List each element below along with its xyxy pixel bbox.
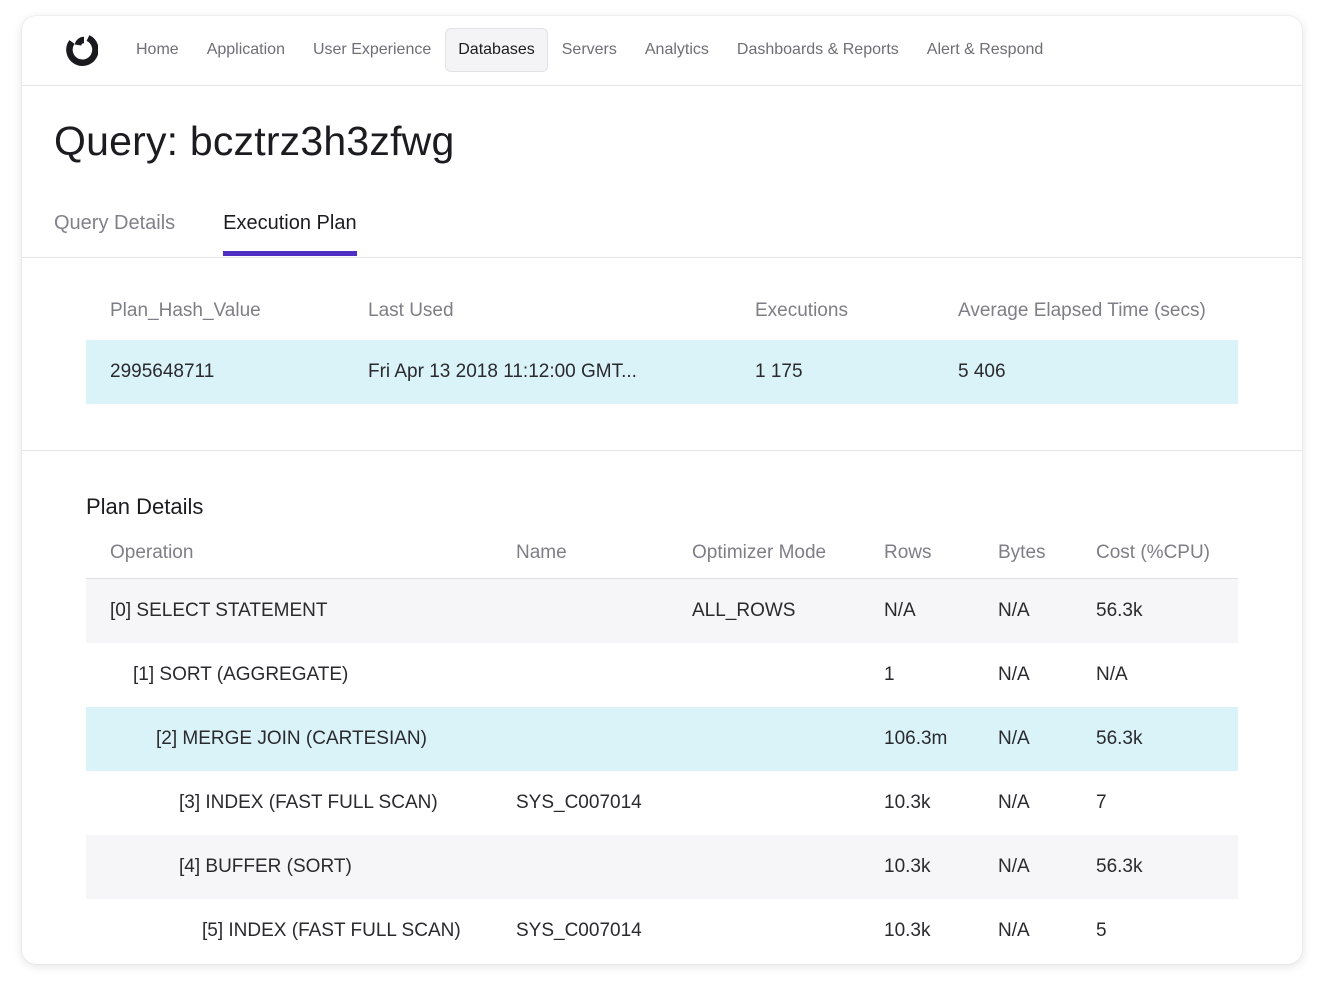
operation-cell: [5] INDEX (FAST FULL SCAN) [202, 920, 461, 941]
header-cost-cpu[interactable]: Cost (%CPU) [1096, 542, 1211, 563]
table-row[interactable]: [1] SORT (AGGREGATE) 1 N/A N/A [86, 643, 1238, 707]
operation-cell: [3] INDEX (FAST FULL SCAN) [179, 792, 438, 813]
name-cell: SYS_C007014 [516, 792, 642, 813]
page-title: Query: bcztrz3h3zfwg [54, 118, 455, 164]
header-plan-hash-value[interactable]: Plan_Hash_Value [110, 300, 261, 321]
table-row[interactable]: [4] BUFFER (SORT) 10.3k N/A 56.3k [86, 835, 1238, 899]
table-row[interactable]: [5] INDEX (FAST FULL SCAN) SYS_C007014 10.… [86, 899, 1238, 963]
plan-details-body: [0] SELECT STATEMENT ALL_ROWS N/A N/A 56.3k[… [86, 579, 1238, 963]
header-operation[interactable]: Operation [110, 542, 194, 563]
rows-cell: 10.3k [884, 792, 931, 813]
table-row[interactable]: [0] SELECT STATEMENT ALL_ROWS N/A N/A 56.3k [86, 579, 1238, 643]
plan-hash-value: 2995648711 [110, 361, 215, 382]
summary-header-row: Plan_Hash_Value Last Used Executions Ave… [86, 282, 1238, 340]
nav-item-databases[interactable]: Databases [445, 28, 548, 72]
summary-row[interactable]: 2995648711 Fri Apr 13 2018 11:12:00 GMT.… [86, 340, 1238, 404]
rows-cell: 10.3k [884, 856, 931, 877]
nav-item-user-experience[interactable]: User Experience [312, 41, 432, 58]
header-name[interactable]: Name [516, 542, 567, 563]
name-cell: SYS_C007014 [516, 920, 642, 941]
plan-details-header-row: Operation Name Optimizer Mode Rows Bytes… [86, 522, 1238, 579]
nav-item-home[interactable]: Home [136, 41, 179, 58]
tabs-divider [22, 257, 1302, 258]
optimizer-mode-cell: ALL_ROWS [692, 600, 796, 621]
rows-cell: 1 [884, 664, 895, 685]
rows-cell: 106.3m [884, 728, 948, 749]
operation-cell: [2] MERGE JOIN (CARTESIAN) [156, 728, 427, 749]
header-last-used[interactable]: Last Used [368, 300, 454, 321]
rows-cell: N/A [884, 600, 916, 621]
cost-cell: 5 [1096, 920, 1107, 941]
header-rows[interactable]: Rows [884, 542, 932, 563]
cost-cell: 56.3k [1096, 600, 1143, 621]
tab-execution-plan[interactable]: Execution Plan [223, 206, 358, 256]
executions-value: 1 175 [755, 361, 803, 382]
average-elapsed-time-value: 5 406 [958, 361, 1006, 382]
nav-item-application[interactable]: Application [206, 41, 285, 58]
top-navigation: Home Application User Experience Databases S… [22, 16, 1302, 86]
bytes-cell: N/A [998, 792, 1030, 813]
cost-cell: N/A [1096, 664, 1128, 685]
header-optimizer-mode[interactable]: Optimizer Mode [692, 542, 827, 563]
nav-menu: Home Application User Experience Databases S… [122, 28, 1057, 72]
operation-cell: [1] SORT (AGGREGATE) [133, 664, 349, 685]
plan-details-title: Plan Details [86, 494, 204, 519]
plan-details-table: Operation Name Optimizer Mode Rows Bytes… [86, 522, 1238, 963]
cost-cell: 7 [1096, 792, 1107, 813]
table-row[interactable]: [2] MERGE JOIN (CARTESIAN) 106.3m N/A 56.3k [86, 707, 1238, 771]
cost-cell: 56.3k [1096, 856, 1143, 877]
brand-logo-icon[interactable] [64, 32, 99, 68]
bytes-cell: N/A [998, 920, 1030, 941]
cost-cell: 56.3k [1096, 728, 1143, 749]
nav-item-alert-respond[interactable]: Alert & Respond [926, 41, 1044, 58]
bytes-cell: N/A [998, 728, 1030, 749]
table-row[interactable]: [3] INDEX (FAST FULL SCAN) SYS_C007014 10.… [86, 771, 1238, 835]
rows-cell: 10.3k [884, 920, 931, 941]
tab-query-details[interactable]: Query Details [54, 212, 176, 234]
operation-cell: [4] BUFFER (SORT) [179, 856, 352, 877]
tab-bar: Query Details Execution Plan [54, 206, 405, 256]
app-window: Home Application User Experience Databases S… [22, 16, 1302, 964]
header-average-elapsed-time[interactable]: Average Elapsed Time (secs) [958, 300, 1206, 321]
bytes-cell: N/A [998, 664, 1030, 685]
nav-item-dashboards-reports[interactable]: Dashboards & Reports [736, 41, 899, 58]
nav-item-servers[interactable]: Servers [561, 41, 617, 58]
header-bytes[interactable]: Bytes [998, 542, 1046, 563]
last-used-value: Fri Apr 13 2018 11:12:00 GMT... [368, 361, 637, 382]
bytes-cell: N/A [998, 600, 1030, 621]
plan-summary-table: Plan_Hash_Value Last Used Executions Ave… [86, 282, 1238, 404]
operation-cell: [0] SELECT STATEMENT [110, 600, 328, 621]
header-executions[interactable]: Executions [755, 300, 848, 321]
bytes-cell: N/A [998, 856, 1030, 877]
nav-item-analytics[interactable]: Analytics [644, 41, 709, 58]
section-divider [22, 450, 1302, 451]
